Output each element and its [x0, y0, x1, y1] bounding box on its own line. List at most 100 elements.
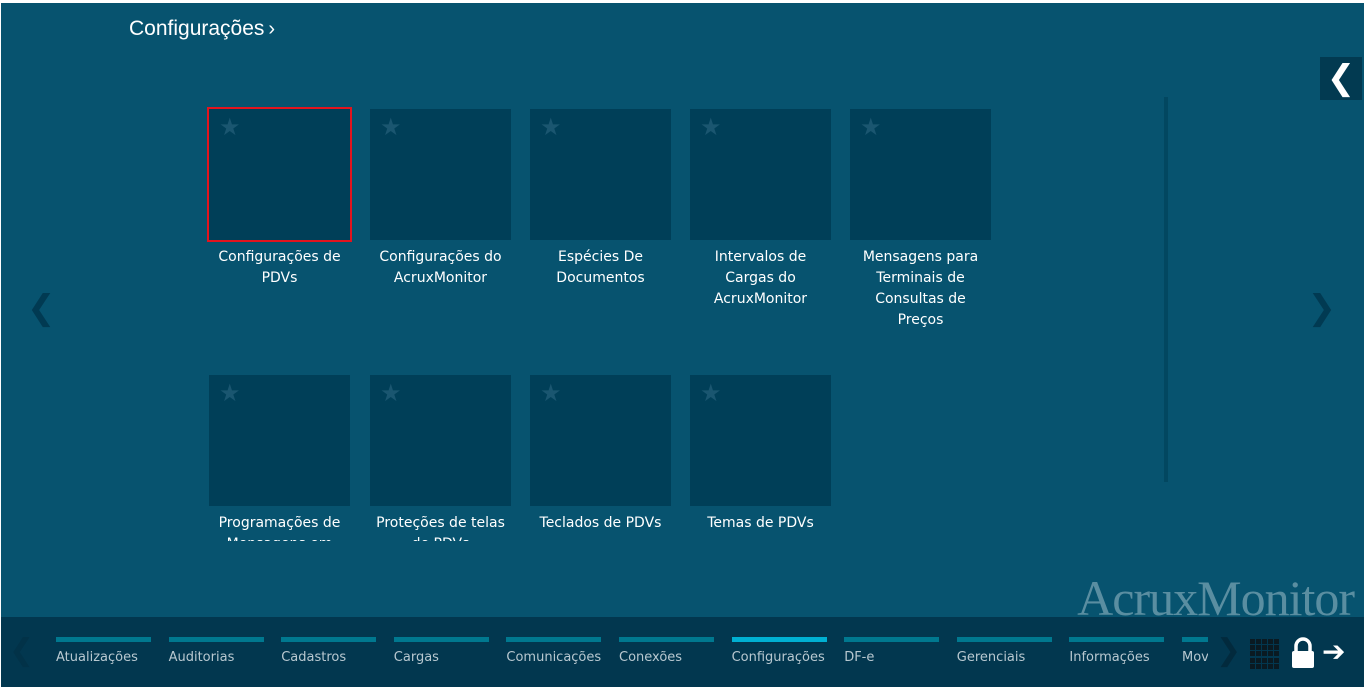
- apps-grid-dot: [1250, 645, 1255, 651]
- tile[interactable]: ★ Espécies De Documentos: [530, 109, 671, 289]
- scrollbar[interactable]: [1164, 87, 1168, 542]
- tile-box[interactable]: ★: [690, 375, 831, 506]
- tile-box[interactable]: ★: [530, 109, 671, 240]
- tile[interactable]: ★ Configurações do AcruxMonitor: [370, 109, 511, 289]
- apps-grid-dot: [1274, 645, 1279, 651]
- apps-grid-dot: [1250, 651, 1255, 657]
- tile[interactable]: ★ Teclados de PDVs: [530, 375, 671, 534]
- prev-page-button[interactable]: ❮: [27, 288, 56, 328]
- apps-grid-dot: [1268, 639, 1273, 644]
- tile[interactable]: ★ Mensagens para Terminais de Consultas d…: [850, 109, 991, 331]
- apps-grid-dot: [1262, 651, 1267, 657]
- tab-label: Cargas: [393, 650, 439, 665]
- tile[interactable]: ★ Proteções de telas de PDVs: [370, 375, 511, 541]
- acruxmonitor-logo: AcruxMonitor: [1077, 570, 1355, 626]
- page-title: Configurações: [129, 17, 265, 40]
- favorite-star-icon[interactable]: ★: [540, 113, 562, 141]
- tile[interactable]: ★ Programações de Mensagens em: [209, 375, 350, 541]
- category-tabs: Atualizações Auditorias Cadastros Cargas Com…: [56, 617, 1208, 687]
- side-panel-toggle[interactable]: ❮: [1320, 57, 1362, 100]
- tile-box[interactable]: ★: [370, 375, 511, 506]
- favorite-star-icon[interactable]: ★: [380, 379, 402, 407]
- tab-bar: [56, 637, 151, 642]
- apps-grid-dot: [1268, 651, 1273, 657]
- apps-grid-dot: [1256, 657, 1261, 663]
- apps-grid-dot: [1256, 651, 1261, 657]
- apps-grid-dot: [1268, 645, 1273, 651]
- tile-label: Programações de Mensagens em: [218, 515, 341, 541]
- tab-bar: [1069, 637, 1165, 642]
- apps-grid-dot: [1268, 657, 1273, 663]
- apps-grid-dot: [1268, 663, 1273, 669]
- app-window: Configurações › ❮ ❮ ❯ ★ Configurações de P…: [1, 3, 1364, 687]
- tab-cargas[interactable]: Cargas: [393, 637, 489, 665]
- chevron-right-icon: ›: [268, 18, 276, 40]
- tile-label: Intervalos de Cargas do AcruxMonitor: [713, 249, 808, 307]
- tile-box[interactable]: ★: [690, 109, 831, 240]
- apps-grid-dot: [1250, 657, 1255, 663]
- tile-box[interactable]: ★: [370, 109, 511, 240]
- tab-mov[interactable]: Mov: [1182, 637, 1208, 665]
- tab-df-e[interactable]: DF-e: [844, 637, 940, 665]
- favorite-star-icon[interactable]: ★: [540, 379, 562, 407]
- tile-label: Teclados de PDVs: [539, 515, 662, 531]
- favorite-star-icon[interactable]: ★: [700, 379, 722, 407]
- exit-arrow-icon[interactable]: ➔: [1322, 635, 1346, 668]
- tile[interactable]: ★ Intervalos de Cargas do AcruxMonitor: [690, 109, 831, 310]
- tile[interactable]: ★ Configurações de PDVs: [207, 107, 352, 289]
- tile-box[interactable]: ★: [207, 107, 352, 242]
- favorite-star-icon[interactable]: ★: [700, 113, 722, 141]
- next-page-button[interactable]: ❯: [1307, 288, 1337, 328]
- tab-bar: [393, 637, 489, 642]
- apps-grid-dot: [1256, 645, 1261, 651]
- apps-grid-dot: [1274, 663, 1279, 669]
- tab-label: Comunicações: [506, 650, 602, 665]
- tab-label: Cadastros: [281, 650, 347, 665]
- apps-grid-icon[interactable]: [1250, 639, 1280, 669]
- tab-label: Configurações: [731, 650, 825, 665]
- tab-gerenciais[interactable]: Gerenciais: [956, 637, 1052, 665]
- tile-label: Espécies De Documentos: [556, 249, 645, 286]
- tile-label: Temas de PDVs: [707, 515, 814, 531]
- apps-grid-dot: [1262, 645, 1267, 651]
- tab-atualizações[interactable]: Atualizações: [56, 637, 151, 665]
- apps-grid-dot: [1250, 639, 1255, 644]
- tab-label: Gerenciais: [956, 650, 1026, 665]
- favorite-star-icon[interactable]: ★: [219, 379, 241, 407]
- tab-label: Atualizações: [56, 650, 138, 665]
- apps-grid-dot: [1262, 657, 1267, 663]
- breadcrumb[interactable]: Configurações ›: [129, 17, 275, 41]
- apps-grid-dot: [1262, 663, 1267, 669]
- tile[interactable]: ★ Temas de PDVs: [690, 375, 831, 534]
- tab-configurações[interactable]: Configurações: [731, 637, 827, 665]
- tab-bar: [844, 637, 940, 642]
- tab-conexões[interactable]: Conexões: [619, 637, 714, 665]
- apps-grid-dot: [1256, 639, 1261, 644]
- apps-grid-dot: [1274, 651, 1279, 657]
- apps-grid-dot: [1274, 657, 1279, 663]
- favorite-star-icon[interactable]: ★: [380, 113, 402, 141]
- tabs-scroll-left[interactable]: ❮: [9, 633, 35, 668]
- favorite-star-icon[interactable]: ★: [860, 113, 882, 141]
- favorite-star-icon[interactable]: ★: [219, 113, 241, 141]
- tab-label: Auditorias: [168, 650, 235, 665]
- tab-cadastros[interactable]: Cadastros: [281, 637, 377, 665]
- tab-comunicações[interactable]: Comunicações: [506, 637, 602, 665]
- tile-box[interactable]: ★: [850, 109, 991, 240]
- scrollbar-track[interactable]: [1164, 97, 1168, 482]
- tile-label: Proteções de telas de PDVs: [376, 515, 505, 541]
- tab-auditorias[interactable]: Auditorias: [168, 637, 264, 665]
- tile-box[interactable]: ★: [209, 375, 350, 506]
- bottom-bar: ❮ Atualizações Auditorias Cadastros Cargas C…: [1, 617, 1364, 687]
- tab-bar: [281, 637, 377, 642]
- tile-box[interactable]: ★: [530, 375, 671, 506]
- tabs-scroll-right[interactable]: ❯: [1216, 633, 1242, 668]
- tab-label: DF-e: [844, 650, 875, 665]
- tab-bar: [1182, 637, 1208, 642]
- tile-grid: ★ Configurações de PDVs ★ Configurações do …: [206, 106, 1006, 541]
- tab-bar: [619, 637, 714, 642]
- tab-informações[interactable]: Informações: [1069, 637, 1165, 665]
- apps-grid-dot: [1250, 663, 1255, 669]
- tab-bar: [956, 637, 1052, 642]
- lock-icon[interactable]: [1290, 637, 1316, 669]
